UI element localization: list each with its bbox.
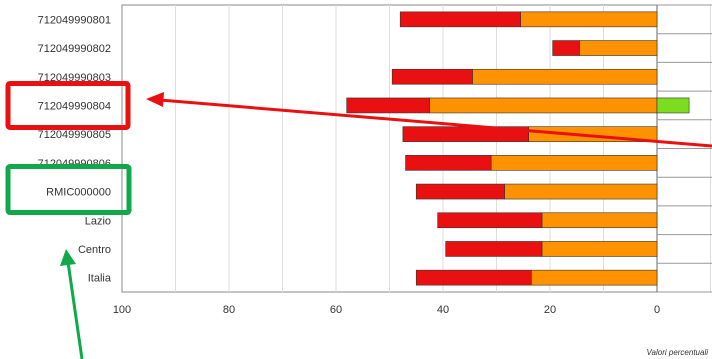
- highlight-box-red: [5, 80, 131, 130]
- bar-segment: [504, 183, 658, 200]
- red-arrow-line: [159, 98, 712, 148]
- bar-segment: [346, 97, 430, 114]
- bar-segment: [415, 183, 505, 200]
- highlight-box-green: [5, 164, 132, 216]
- bar-segment: [415, 269, 532, 286]
- bar-segment: [399, 11, 521, 28]
- category-label: 712049990802: [38, 43, 111, 55]
- green-arrow-line: [66, 261, 84, 359]
- bar-segment: [405, 155, 492, 171]
- bar-segment: [437, 212, 543, 229]
- row-separators: [657, 4, 712, 293]
- bar-segment: [520, 11, 658, 28]
- x-axis-label: Valori percentuali: [646, 348, 708, 357]
- green-arrow-head: [60, 249, 76, 266]
- x-tick-label: 40: [437, 304, 449, 316]
- x-tick-label: 0: [654, 304, 660, 316]
- category-labels: 712049990801 712049990802 712049990803 7120…: [38, 14, 112, 284]
- bar-segment: [391, 68, 473, 85]
- category-label: 712049990801: [38, 14, 111, 26]
- x-tick-label: 80: [223, 304, 235, 316]
- bar-segment: [579, 40, 658, 56]
- bar-segment: [541, 241, 658, 257]
- category-label: 712049990804: [38, 100, 111, 112]
- category-label: 712049990805: [38, 129, 111, 141]
- bar-segment: [445, 241, 543, 257]
- bar-segment: [530, 269, 658, 286]
- x-tick-labels: 100 80 60 40 20 0: [113, 304, 660, 316]
- category-label: Centro: [78, 244, 111, 256]
- category-label: Italia: [88, 273, 112, 285]
- category-label: 712049990803: [38, 72, 111, 84]
- bar-segment: [541, 212, 658, 229]
- bar-segment: [552, 40, 580, 56]
- x-tick-label: 100: [113, 304, 131, 316]
- category-label: RMIC000000: [46, 187, 111, 199]
- annotations: [5, 80, 712, 359]
- bar-segment: [656, 97, 690, 114]
- bar-segment: [472, 68, 658, 85]
- red-arrow-head: [146, 92, 164, 107]
- x-tick-label: 20: [544, 304, 556, 316]
- bars: [346, 11, 690, 286]
- x-tick-label: 60: [330, 304, 342, 316]
- category-label: Lazio: [85, 215, 111, 227]
- bar-segment: [429, 97, 658, 114]
- bar-segment: [490, 155, 658, 171]
